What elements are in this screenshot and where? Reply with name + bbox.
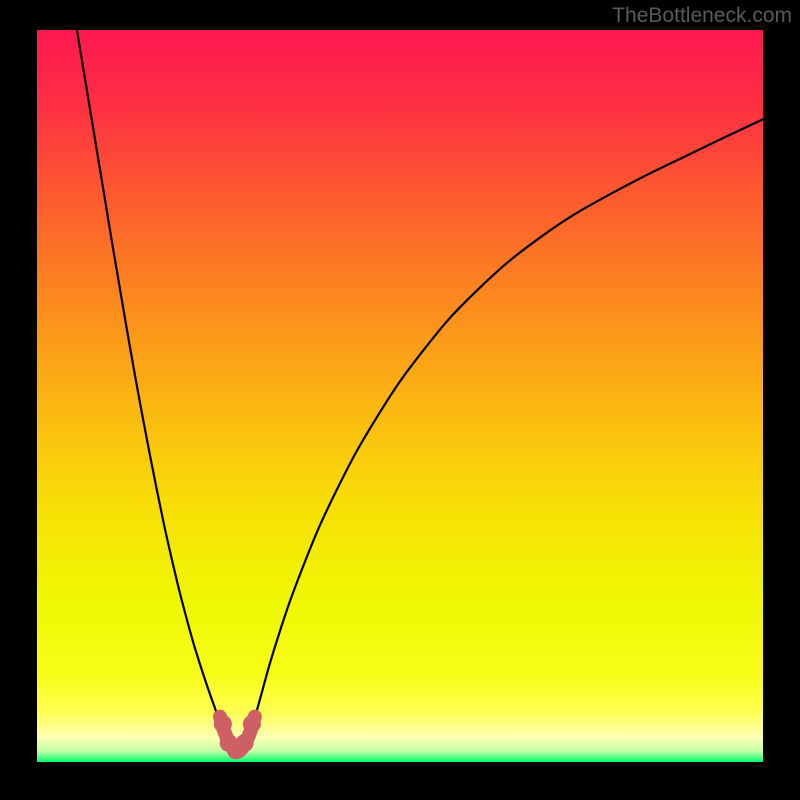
vertex-dot: [236, 734, 254, 752]
watermark-text: TheBottleneck.com: [612, 4, 792, 28]
right-curve: [248, 119, 763, 747]
vertex-dot: [243, 715, 261, 733]
vertex-dot: [214, 715, 232, 733]
chart-container: TheBottleneck.com: [0, 0, 800, 800]
left-curve: [77, 30, 227, 747]
plot-area: [37, 30, 763, 762]
curve-overlay: [37, 30, 763, 762]
